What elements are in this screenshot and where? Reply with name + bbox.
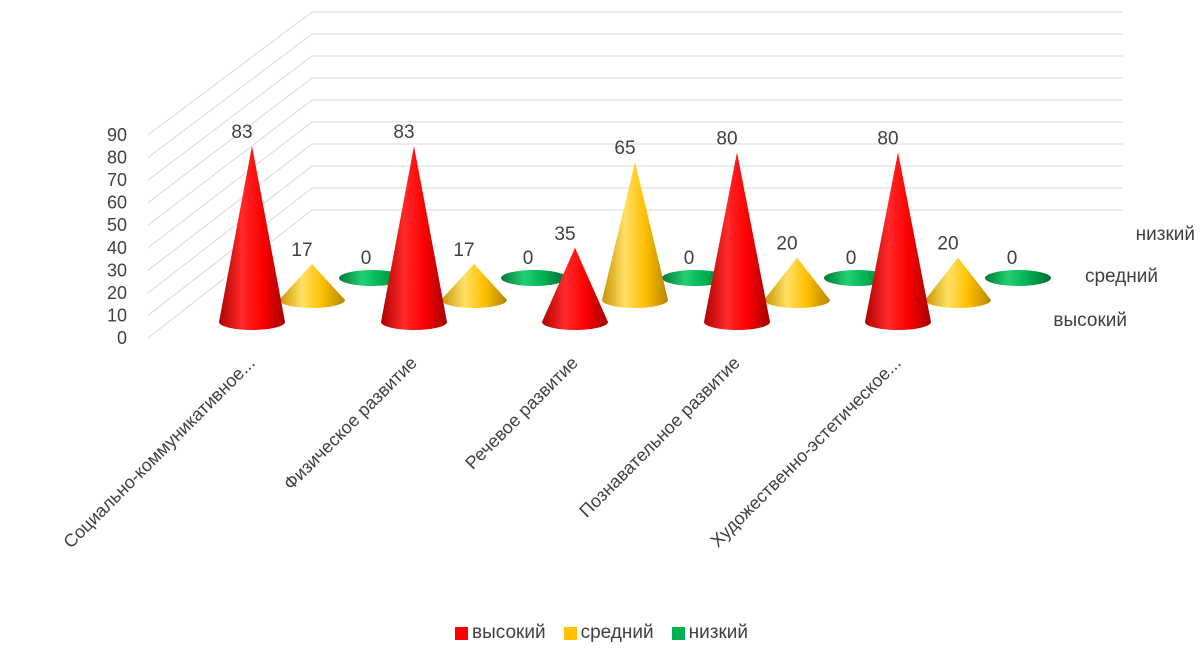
cone-2-2 [662,270,728,286]
cone-1-2 [602,162,668,308]
gridline-side [147,77,313,204]
y-tick-label: 50 [107,215,127,235]
data-label: 20 [776,234,797,255]
data-label: 17 [291,240,312,261]
data-label: 0 [523,248,534,269]
cone-1-4 [925,257,991,308]
data-label: 0 [1007,248,1018,269]
gridline-side [147,33,313,158]
y-tick-label: 20 [107,283,127,303]
gridline-side [147,187,313,316]
x-tick-label: Физическое развитие [280,353,421,494]
cone-0-2 [542,247,608,330]
data-label: 80 [716,128,737,149]
gridline-side [147,143,313,271]
cone-1-1 [441,263,507,308]
legend-label-high: высокий [472,622,546,643]
cone-2-4 [985,270,1051,286]
depth-label: высокий [1053,310,1127,331]
data-label: 20 [937,234,958,255]
depth-label: низкий [1136,224,1195,245]
y-tick-label: 80 [107,148,127,168]
gridline-side [147,165,313,294]
depth-label: средний [1085,266,1158,287]
cone-0-1 [381,146,447,330]
gridline-side [147,55,313,181]
data-label: 65 [614,138,635,159]
data-label: 83 [393,122,414,143]
cone-1-0 [279,263,345,308]
legend-swatch-low [671,626,685,640]
data-label: 0 [684,248,695,269]
y-tick-label: 10 [107,305,127,325]
legend-label-medium: средний [580,622,654,643]
legend: высокий средний низкий [0,622,1203,644]
x-tick-label: Речевое развитие [461,353,581,473]
data-label: 80 [877,128,898,149]
y-tick-label: 90 [107,125,127,145]
legend-swatch-high [455,626,469,640]
data-label: 0 [846,248,857,269]
gridline-side [147,99,313,226]
y-tick-label: 0 [117,328,127,348]
data-label: 0 [361,248,372,269]
y-tick-label: 70 [107,170,127,190]
y-tick-label: 60 [107,193,127,213]
x-tick-label: Художественно-эстетическое... [707,353,905,551]
gridline-side [147,121,313,249]
cone-0-0 [219,146,285,330]
x-tick-label: Социально-коммуникативное... [59,353,258,552]
gridline-side [147,11,313,136]
plot-area: 0 0 0 0 0 17 17 65 20 20 83 83 35 80 80 [219,122,1051,330]
depth-axis: высокий средний низкий [1053,224,1195,331]
legend-item-low[interactable]: низкий [671,622,748,644]
x-tick-label: Познавательное развитие [575,353,743,521]
data-label: 83 [231,122,252,143]
grid-layer [147,11,1123,339]
data-label: 35 [554,224,575,245]
cone-2-1 [501,270,567,286]
x-axis: Социально-коммуникативное... Физическое р… [59,353,904,552]
cone-0-3 [704,152,770,330]
legend-item-medium[interactable]: средний [563,622,654,644]
data-label: 17 [453,240,474,261]
cone-2-0 [339,270,405,286]
y-tick-label: 40 [107,238,127,258]
y-tick-label: 30 [107,260,127,280]
cone-1-3 [764,257,830,308]
legend-swatch-medium [563,626,577,640]
cone-0-4 [865,152,931,330]
legend-label-low: низкий [688,622,748,643]
legend-item-high[interactable]: высокий [455,622,546,644]
